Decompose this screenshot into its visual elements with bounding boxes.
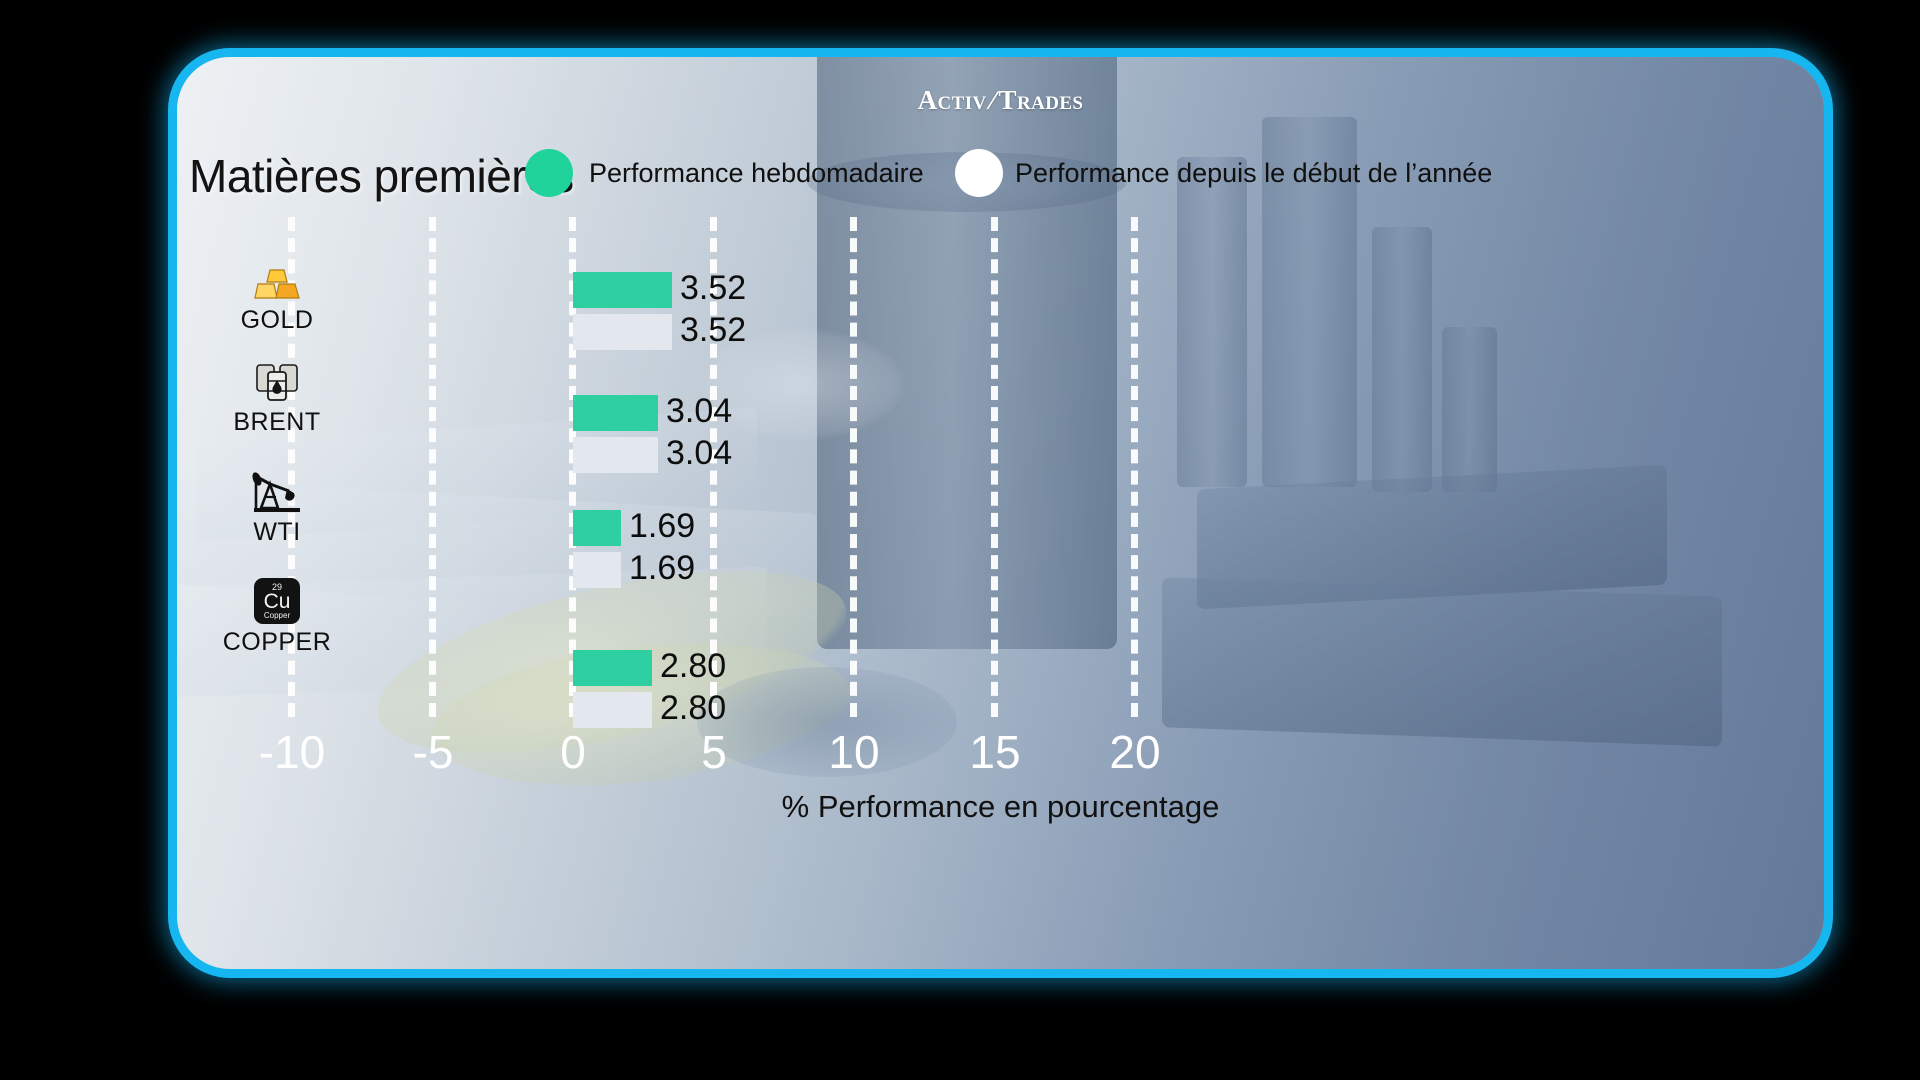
oil-pump-icon	[177, 464, 377, 514]
category-label-brent: BRENT	[233, 408, 321, 436]
axis-tick--10: -10	[258, 726, 326, 778]
legend-label-ytd: Performance depuis le début de l’année	[1015, 158, 1493, 188]
category-label-copper: COPPER	[222, 628, 332, 656]
gridline-5	[710, 217, 717, 717]
bar-wti-ytd[interactable]	[573, 552, 621, 588]
category-wti: WTI	[177, 464, 377, 547]
category-label-gold: GOLD	[240, 306, 314, 334]
gridline--5	[429, 217, 436, 717]
copper-symbol: Cu	[263, 589, 291, 613]
bar-value-gold-weekly: 3.52	[680, 269, 747, 307]
metal-cylinder-backdrop	[1177, 157, 1247, 487]
axis-tick-15: 15	[969, 726, 1021, 778]
gridline-15	[991, 217, 998, 717]
bar-value-gold-ytd: 3.52	[680, 311, 747, 349]
bar-value-brent-ytd: 3.04	[666, 434, 733, 472]
plot-area: GOLD BRENT	[177, 217, 1824, 824]
metal-cylinder-backdrop	[1442, 327, 1497, 492]
copper-element-icon: 29 Cu Copper	[177, 574, 377, 624]
axis-tick-5: 5	[701, 726, 727, 778]
category-brent: BRENT	[177, 354, 377, 437]
gridline-20	[1131, 217, 1138, 717]
bar-brent-ytd[interactable]	[573, 437, 658, 473]
bar-copper-weekly[interactable]	[573, 650, 652, 686]
gold-bars-icon	[177, 252, 377, 302]
gridline--10	[288, 217, 295, 717]
bar-value-brent-weekly: 3.04	[666, 392, 733, 430]
category-copper: 29 Cu Copper COPPER	[177, 574, 377, 657]
bar-gold-weekly[interactable]	[573, 272, 672, 308]
oil-barrels-icon	[177, 354, 377, 404]
legend-swatch-weekly[interactable]	[525, 149, 573, 197]
category-label-wti: WTI	[253, 518, 301, 546]
axis-title: % Performance en pourcentage	[781, 789, 1220, 824]
copper-atomic-number: 29	[271, 581, 282, 592]
logo-text-activ: Activ	[917, 85, 987, 115]
legend-swatch-ytd[interactable]	[955, 149, 1003, 197]
coffee-beans-backdrop	[697, 667, 957, 777]
axis-tick-10: 10	[828, 726, 880, 778]
bar-wti-weekly[interactable]	[573, 510, 621, 546]
gridline-10	[850, 217, 857, 717]
chart-title: Matières premières	[189, 150, 574, 202]
gridline-0	[569, 217, 576, 717]
bar-value-wti-weekly: 1.69	[629, 507, 696, 545]
activtrades-logo: Activ/Trades	[177, 85, 1824, 116]
bar-value-wti-ytd: 1.69	[629, 549, 696, 587]
bar-copper-ytd[interactable]	[573, 692, 652, 728]
logo-text-trades: Trades	[998, 85, 1084, 115]
bar-value-copper-ytd: 2.80	[660, 689, 727, 727]
legend-label-weekly: Performance hebdomadaire	[589, 158, 924, 188]
copper-element-name: Copper	[263, 610, 291, 620]
highlight-oval-backdrop	[697, 327, 907, 442]
chart-panel: Activ/Trades Matières premières Performa…	[168, 48, 1833, 978]
metal-cylinder-backdrop	[1372, 227, 1432, 492]
axis-tick-0: 0	[560, 726, 586, 778]
axis-tick-20: 20	[1109, 726, 1161, 778]
bar-value-copper-weekly: 2.80	[660, 647, 727, 685]
bar-gold-ytd[interactable]	[573, 314, 672, 350]
category-gold: GOLD	[177, 252, 377, 335]
bar-brent-weekly[interactable]	[573, 395, 658, 431]
metal-cylinder-backdrop	[1262, 117, 1357, 487]
axis-tick--5: -5	[412, 726, 454, 778]
